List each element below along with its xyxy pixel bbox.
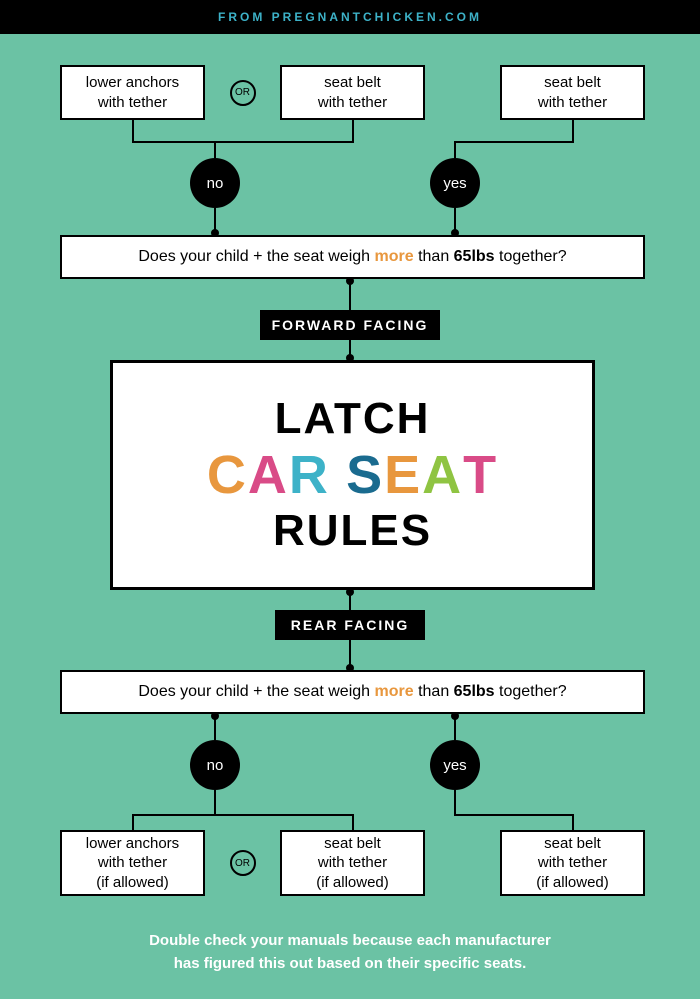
connector-line (454, 790, 456, 815)
bottom-no-circle: no (190, 740, 240, 790)
connector-line (352, 120, 354, 142)
connector-line (214, 790, 216, 815)
header-bar: FROM PREGNANTCHICKEN.COM (0, 0, 700, 34)
connector-dot (346, 277, 354, 285)
top-option-seatbelt-1: seat belt with tether (280, 65, 425, 120)
title-rules: RULES (273, 506, 432, 556)
title-box: LATCH CAR SEAT RULES (110, 360, 595, 590)
connector-dot (346, 588, 354, 596)
question-forward: Does your child + the seat weigh more th… (60, 235, 645, 279)
rear-facing-label: REAR FACING (275, 610, 425, 640)
top-no-circle: no (190, 158, 240, 208)
top-option-anchors: lower anchors with tether (60, 65, 205, 120)
connector-line (572, 120, 574, 142)
connector-line (454, 142, 456, 159)
connector-line (132, 120, 134, 142)
connector-line (132, 141, 217, 143)
highlight-weight: 65lbs (454, 683, 495, 700)
connector-dot (211, 712, 219, 720)
highlight-more: more (375, 248, 414, 265)
bottom-yes-circle: yes (430, 740, 480, 790)
title-carseat: CAR SEAT (207, 444, 498, 506)
connector-line (214, 814, 354, 816)
connector-line (132, 815, 134, 830)
top-option-seatbelt-2: seat belt with tether (500, 65, 645, 120)
connector-line (214, 141, 354, 143)
bottom-option-seatbelt-2: seat belt with tether (if allowed) (500, 830, 645, 896)
connector-line (454, 141, 574, 143)
footer-disclaimer: Double check your manuals because each m… (0, 930, 700, 975)
bottom-or-badge: OR (230, 850, 256, 876)
question-text: Does your child + the seat weigh more th… (138, 248, 566, 266)
connector-line (214, 142, 216, 159)
connector-dot (451, 712, 459, 720)
connector-line (132, 814, 217, 816)
forward-facing-label: FORWARD FACING (260, 310, 440, 340)
connector-line (454, 814, 574, 816)
title-latch: LATCH (275, 394, 431, 444)
header-text: FROM PREGNANTCHICKEN.COM (218, 10, 482, 24)
highlight-more: more (375, 683, 414, 700)
question-text: Does your child + the seat weigh more th… (138, 683, 566, 701)
question-rear: Does your child + the seat weigh more th… (60, 670, 645, 714)
bottom-option-seatbelt-1: seat belt with tether (if allowed) (280, 830, 425, 896)
bottom-option-anchors: lower anchors with tether (if allowed) (60, 830, 205, 896)
connector-line (352, 815, 354, 830)
highlight-weight: 65lbs (454, 248, 495, 265)
top-or-badge: OR (230, 80, 256, 106)
top-yes-circle: yes (430, 158, 480, 208)
connector-line (572, 815, 574, 830)
